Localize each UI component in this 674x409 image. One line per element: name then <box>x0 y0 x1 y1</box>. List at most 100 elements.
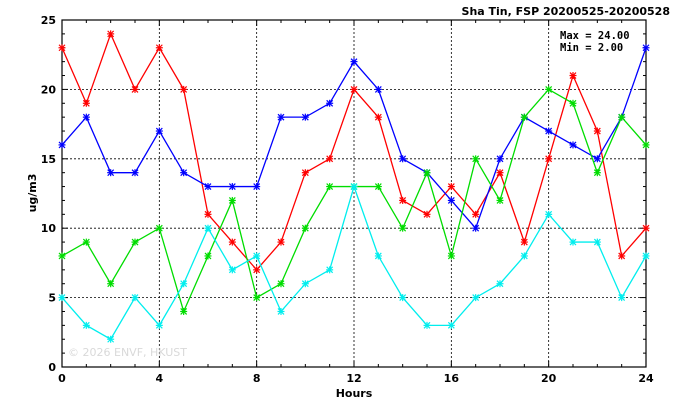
max-label: Max = 24.00 <box>560 30 630 42</box>
y-axis-title: ug/m3 <box>26 174 39 213</box>
data-point <box>569 141 577 149</box>
x-tick-label: 0 <box>58 372 66 385</box>
data-point <box>618 294 626 302</box>
data-point <box>423 321 431 329</box>
data-point <box>204 183 212 191</box>
chart-title: Sha Tin, FSP 20200525-20200528 <box>462 5 670 18</box>
data-point <box>618 113 626 121</box>
data-point <box>374 252 382 260</box>
data-point <box>155 44 163 52</box>
data-point <box>642 44 650 52</box>
data-point <box>447 321 455 329</box>
data-point <box>618 252 626 260</box>
data-point <box>326 99 334 107</box>
data-point <box>228 183 236 191</box>
data-point <box>204 210 212 218</box>
data-point <box>277 113 285 121</box>
data-point <box>301 113 309 121</box>
data-point <box>569 99 577 107</box>
y-tick-label: 15 <box>41 153 56 166</box>
data-point <box>642 252 650 260</box>
data-point <box>107 280 115 288</box>
data-point <box>593 238 601 246</box>
series-1 <box>58 30 650 274</box>
data-point <box>301 224 309 232</box>
x-tick-label: 8 <box>253 372 261 385</box>
data-point <box>350 183 358 191</box>
data-point <box>277 307 285 315</box>
y-tick-label: 0 <box>48 361 56 374</box>
data-point <box>593 155 601 163</box>
data-point <box>642 141 650 149</box>
data-point <box>155 127 163 135</box>
data-point <box>545 127 553 135</box>
data-point <box>82 238 90 246</box>
data-point <box>107 30 115 38</box>
data-point <box>399 196 407 204</box>
data-point <box>545 210 553 218</box>
data-point <box>496 155 504 163</box>
y-tick-label: 20 <box>41 83 57 96</box>
y-tick-label: 25 <box>41 14 56 27</box>
x-tick-label: 16 <box>444 372 460 385</box>
data-point <box>423 169 431 177</box>
data-point <box>399 294 407 302</box>
data-point <box>399 155 407 163</box>
data-point <box>520 252 528 260</box>
x-tick-label: 12 <box>346 372 361 385</box>
series <box>58 30 650 343</box>
data-point <box>593 127 601 135</box>
data-point <box>545 85 553 93</box>
data-point <box>472 210 480 218</box>
data-point <box>180 169 188 177</box>
data-point <box>496 280 504 288</box>
data-point <box>107 169 115 177</box>
y-tick-label: 5 <box>48 292 56 305</box>
data-point <box>569 72 577 80</box>
data-point <box>155 224 163 232</box>
data-point <box>253 252 261 260</box>
x-tick-label: 24 <box>638 372 654 385</box>
data-point <box>350 58 358 66</box>
data-point <box>326 183 334 191</box>
data-point <box>374 113 382 121</box>
data-point <box>472 155 480 163</box>
data-point <box>180 307 188 315</box>
data-point <box>472 224 480 232</box>
data-point <box>496 196 504 204</box>
data-point <box>155 321 163 329</box>
data-point <box>399 224 407 232</box>
data-point <box>58 294 66 302</box>
data-point <box>520 238 528 246</box>
data-point <box>228 266 236 274</box>
data-point <box>107 335 115 343</box>
data-point <box>131 238 139 246</box>
data-point <box>301 169 309 177</box>
data-point <box>326 266 334 274</box>
y-axis-ticks: 0 5 10 15 20 25 <box>41 14 646 374</box>
x-axis-ticks: 0 4 8 12 16 20 24 <box>58 20 654 385</box>
data-point <box>82 113 90 121</box>
watermark: © 2026 ENVF, HKUST <box>68 346 187 359</box>
data-point <box>326 155 334 163</box>
y-tick-label: 10 <box>41 222 57 235</box>
data-point <box>277 238 285 246</box>
x-tick-label: 4 <box>156 372 164 385</box>
data-point <box>447 196 455 204</box>
data-point <box>204 224 212 232</box>
data-point <box>58 44 66 52</box>
data-point <box>423 210 431 218</box>
data-point <box>350 85 358 93</box>
data-point <box>642 224 650 232</box>
data-point <box>180 85 188 93</box>
min-label: Min = 2.00 <box>560 42 623 54</box>
data-point <box>374 85 382 93</box>
data-point <box>253 183 261 191</box>
data-point <box>58 141 66 149</box>
data-point <box>593 169 601 177</box>
data-point <box>82 321 90 329</box>
data-point <box>228 238 236 246</box>
data-point <box>301 280 309 288</box>
data-point <box>496 169 504 177</box>
